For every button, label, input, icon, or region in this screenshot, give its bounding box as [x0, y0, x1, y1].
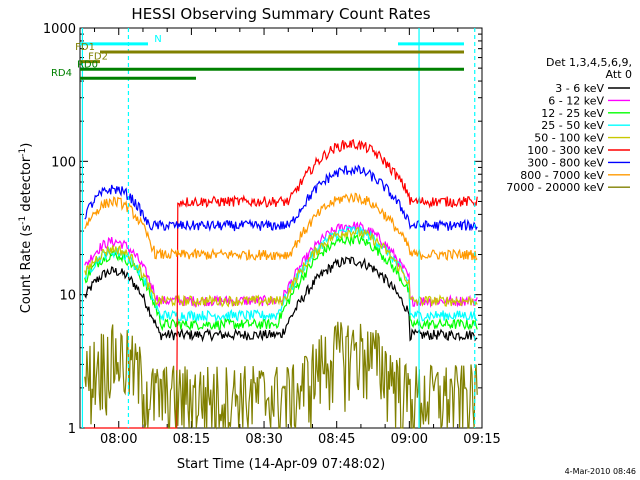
x-axis-label: Start Time (14-Apr-09 07:48:02) [177, 457, 385, 472]
x-tick-label: 09:15 [463, 432, 500, 447]
y-tick-label: 1 [68, 422, 76, 437]
y-tick-label: 100 [51, 155, 76, 170]
flag-label: FD2 [88, 52, 108, 63]
series-line [84, 233, 478, 332]
series-line [84, 192, 478, 262]
y-label-sup-2: -1 [18, 148, 28, 157]
legend-entry-label: 100 - 300 keV [527, 144, 604, 157]
x-axis-ticks: 08:00 08:15 08:30 08:45 09:00 09:15 [94, 28, 501, 447]
series-line [84, 256, 478, 343]
legend-entry-label: 7000 - 20000 keV [506, 181, 604, 194]
y-label-part-1: Count Rate (s [19, 225, 34, 314]
legend-header-1: Det 1,3,4,5,6,9, [546, 56, 632, 69]
plot-frame [79, 27, 483, 429]
x-tick-label: 08:45 [318, 432, 355, 447]
x-tick-label: 08:00 [100, 432, 137, 447]
series-line [84, 221, 478, 309]
legend-header-2: Att 0 [606, 68, 632, 81]
flag-label: RD4 [51, 68, 72, 79]
y-label-part-2: detector [19, 156, 34, 216]
y-tick-label: 1000 [43, 22, 76, 37]
y-axis-ticks: 1 10 100 1000 [43, 22, 482, 437]
footer-date: 4-Mar-2010 08:46 [565, 467, 636, 476]
legend-entry-label: 12 - 25 keV [541, 107, 604, 120]
y-tick-label: 10 [59, 289, 76, 304]
saa-lines [81, 28, 476, 428]
flag-label: N [154, 34, 161, 45]
series-lines [84, 138, 478, 430]
chart-title: HESSI Observing Summary Count Rates [131, 5, 430, 23]
legend-entry-label: 3 - 6 keV [555, 82, 604, 95]
legend-entry-label: 25 - 50 keV [541, 119, 604, 132]
x-tick-label: 08:15 [173, 432, 210, 447]
series-line [84, 321, 478, 430]
series-line [84, 227, 478, 308]
flag-label: FD1 [75, 42, 95, 53]
series-line [84, 164, 478, 232]
x-tick-label: 09:00 [391, 432, 428, 447]
legend-entry-label: 50 - 100 keV [534, 132, 604, 145]
x-tick-label: 08:30 [245, 432, 282, 447]
series-line [84, 138, 478, 429]
y-label-sup-1: -1 [18, 216, 28, 225]
flag-label: RD0 [77, 59, 98, 70]
y-label-part-3: ) [19, 143, 34, 148]
legend-entry-label: 300 - 800 keV [527, 156, 604, 169]
y-axis-label: Count Rate (s-1 detector-1) [18, 143, 34, 314]
legend-entry-label: 800 - 7000 keV [520, 169, 604, 182]
legend-entry-label: 6 - 12 keV [548, 94, 604, 107]
